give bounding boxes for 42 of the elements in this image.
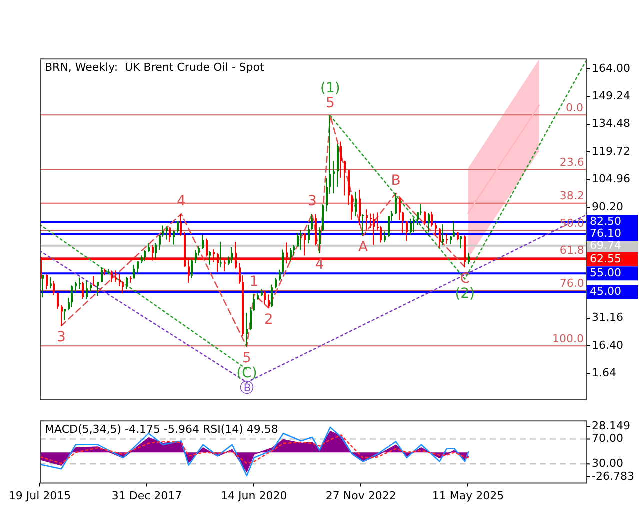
y-tick-label: 104.96 (592, 172, 630, 186)
annotation: A (358, 239, 369, 256)
ref-line-label: 82.50 (590, 214, 622, 228)
annotation: 0.0 (566, 101, 584, 114)
y-tick-label: 149.24 (592, 90, 630, 102)
annotation: 76.0 (560, 277, 584, 290)
x-tick-label: 19 Jul 2015 (8, 489, 72, 502)
y2-tick-label: 70.00 (592, 432, 624, 446)
annotation: 3 (57, 330, 66, 346)
ref-line-label: 76.10 (590, 226, 622, 240)
y-tick-label: 31.16 (592, 311, 624, 324)
y2-tick-label: 30.00 (592, 457, 624, 470)
annotation: B (391, 173, 401, 190)
y-tick-label: -26.783 (592, 470, 634, 483)
x-tick-label: 27 Nov 2022 (326, 489, 396, 502)
ref-line-label: 55.00 (590, 266, 622, 280)
y-tick-label: 134.48 (592, 117, 630, 130)
annotation: 100.0 (552, 332, 584, 346)
y-tick-label: 90.20 (592, 200, 624, 214)
chart-title: MACD(5,34,5) -4.175 -5.964 RSI(14) 49.58 (45, 422, 278, 436)
x-tick-label: 14 Jun 2020 (221, 489, 288, 502)
annotation: 5 (326, 95, 335, 112)
y-tick-label: 119.72 (592, 144, 630, 158)
x-tick-label: 31 Dec 2017 (112, 489, 182, 502)
x-tick-label: 11 May 2025 (432, 489, 504, 502)
y-tick-label: 1.64 (592, 366, 616, 380)
annotation: 4 (315, 257, 324, 274)
annotation: 38.2 (560, 190, 584, 203)
annotation: 1 (250, 274, 259, 290)
annotation: 5 (242, 350, 252, 366)
y-tick-label: 28.149 (592, 420, 630, 433)
ref-line-label: 62.55 (590, 252, 622, 266)
y-tick-label: 16.40 (592, 338, 624, 352)
annotation: 2 (264, 312, 274, 328)
annotation: 61.8 (560, 244, 584, 258)
ref-line-label: 45.00 (590, 285, 622, 298)
chart-title: BRN, Weekly: UK Brent Crude Oil - Spot (45, 60, 265, 74)
annotation: (C) (236, 365, 258, 382)
y-tick-label: 164.00 (592, 62, 630, 75)
annotation: 23.6 (560, 156, 584, 169)
annotation: (1) (320, 80, 340, 96)
annotation: Ⓑ (240, 380, 254, 396)
